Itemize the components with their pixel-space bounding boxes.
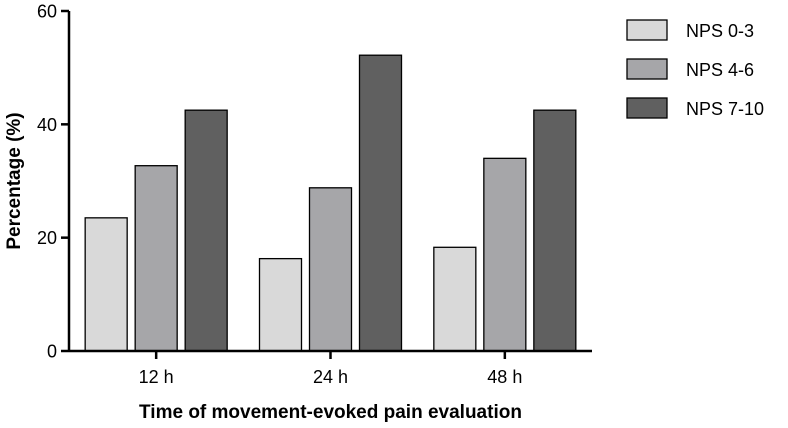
- x-axis-ticks: 12 h 24 h 48 h: [139, 351, 522, 387]
- bar-nps-7-10-12h: [184, 109, 228, 352]
- bar-nps-7-10-24h: [358, 54, 403, 352]
- legend-swatch: [626, 97, 668, 119]
- bar-nps-0-3-24h: [258, 257, 303, 352]
- y-axis-ticks: 0 20 40 60: [37, 2, 69, 362]
- y-tick-label: 40: [37, 115, 57, 135]
- bar-nps-4-6-24h: [308, 187, 353, 352]
- x-axis-title: Time of movement-evoked pain evaluation: [139, 402, 522, 423]
- x-tick-label: 48 h: [487, 367, 522, 387]
- legend-label: NPS 4-6: [686, 60, 754, 80]
- legend-swatch: [626, 19, 668, 41]
- legend-label: NPS 0-3: [686, 21, 754, 41]
- bar-nps-7-10-48h: [533, 109, 577, 352]
- legend-label: NPS 7-10: [686, 99, 764, 119]
- legend: NPS 0-3 NPS 4-6 NPS 7-10: [626, 19, 764, 119]
- bar-nps-4-6-12h: [134, 165, 178, 352]
- bar-nps-4-6-48h: [483, 157, 527, 352]
- x-tick-label: 24 h: [313, 367, 348, 387]
- bar-nps-0-3-48h: [433, 246, 477, 352]
- y-tick-label: 0: [47, 342, 57, 362]
- y-tick-label: 60: [37, 2, 57, 22]
- x-tick-label: 12 h: [139, 367, 174, 387]
- bar-nps-0-3-12h: [84, 217, 128, 352]
- y-axis-title: Percentage (%): [4, 112, 25, 249]
- legend-swatch: [626, 58, 668, 80]
- y-tick-label: 20: [37, 228, 57, 248]
- bars-group: [84, 54, 577, 352]
